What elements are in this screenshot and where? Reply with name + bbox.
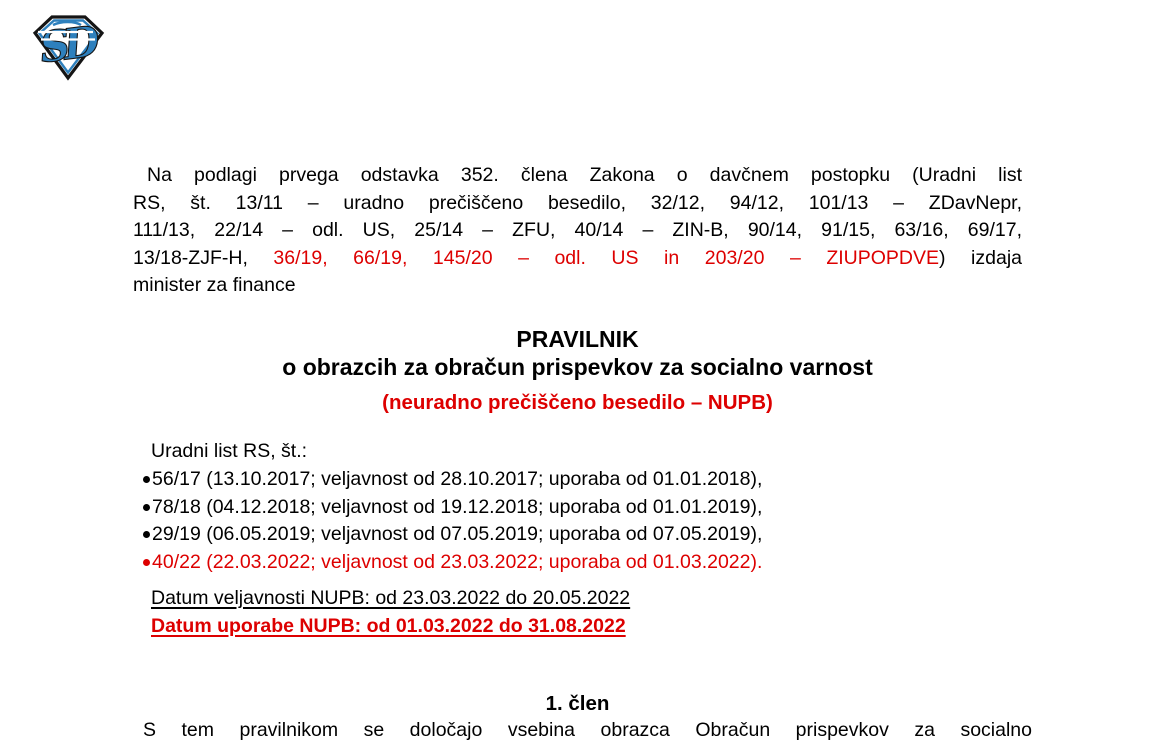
- document-subtitle: o obrazcih za obračun prispevkov za soci…: [282, 354, 873, 380]
- article-heading: 1. člen: [545, 692, 610, 715]
- paragraph-line: Na podlagi prvega odstavka 352. člena Za…: [133, 162, 1022, 190]
- bullet-icon: [143, 476, 150, 483]
- bullet-icon: [143, 531, 150, 538]
- bullet-icon: [143, 503, 150, 511]
- text-segment: 111/13, 22/14 – odl. US, 25/14 – ZFU, 40…: [133, 219, 1022, 241]
- text-segment: ) izdaja: [939, 246, 1022, 269]
- list-item-text: 40/22 (22.03.2022; veljavnost od 23.03.2…: [152, 550, 763, 573]
- text-segment: S tem pravilnikom se določajo vsebina ob…: [143, 719, 1032, 741]
- paragraph-line: 13/18-ZJF-H, 36/19, 66/19, 145/20 – odl.…: [133, 245, 1022, 273]
- list-item-text: 56/17 (13.10.2017; veljavnost od 28.10.2…: [152, 468, 763, 490]
- text-segment: 13/18-ZJF-H,: [133, 246, 274, 269]
- list-item-text: 78/18 (04.12.2018; veljavnost od 19.12.2…: [152, 495, 763, 518]
- amendment-citation-red: 36/19, 66/19, 145/20 – odl. US in 203/20…: [273, 246, 940, 269]
- gazette-heading: Uradni list RS, št.:: [151, 440, 308, 462]
- text-segment: minister za finance: [133, 274, 296, 296]
- text-segment: RS, št. 13/11 – uradno prečiščeno besedi…: [133, 191, 1022, 214]
- validity-dates: Datum veljavnosti NUPB: od 23.03.2022 do…: [151, 587, 631, 609]
- paragraph-line: minister za finance: [133, 272, 1022, 300]
- list-item: 56/17 (13.10.2017; veljavnost od 28.10.2…: [133, 466, 1022, 494]
- logo-swoosh-icon: [52, 20, 82, 27]
- paragraph-line: RS, št. 13/11 – uradno prečiščeno besedi…: [133, 190, 1022, 218]
- usage-dates: Datum uporabe NUPB: od 01.03.2022 do 31.…: [151, 615, 626, 637]
- intro-paragraph: Na podlagi prvega odstavka 352. člena Za…: [133, 162, 1022, 300]
- document-title: PRAVILNIK: [516, 326, 639, 352]
- unofficial-text-note: (neuradno prečiščeno besedilo – NUPB): [382, 391, 773, 414]
- text-segment: Na podlagi prvega odstavka 352. člena Za…: [147, 164, 1022, 186]
- list-item-text: 29/19 (06.05.2019; veljavnost od 07.05.2…: [152, 523, 763, 545]
- list-item: 78/18 (04.12.2018; veljavnost od 19.12.2…: [133, 494, 1022, 522]
- bullet-icon: [143, 558, 150, 566]
- paragraph-line: 111/13, 22/14 – odl. US, 25/14 – ZFU, 40…: [133, 217, 1022, 245]
- logo-stripe-icon: [38, 30, 95, 41]
- gazette-list: 56/17 (13.10.2017; veljavnost od 28.10.2…: [133, 466, 1022, 576]
- sd-logo: SD: [32, 15, 105, 81]
- article-first-paragraph: S tem pravilnikom se določajo vsebina ob…: [133, 717, 1032, 745]
- list-item: 29/19 (06.05.2019; veljavnost od 07.05.2…: [133, 521, 1022, 549]
- shield-inner-line-icon: [37, 19, 100, 75]
- list-item: 40/22 (22.03.2022; veljavnost od 23.03.2…: [133, 549, 1022, 577]
